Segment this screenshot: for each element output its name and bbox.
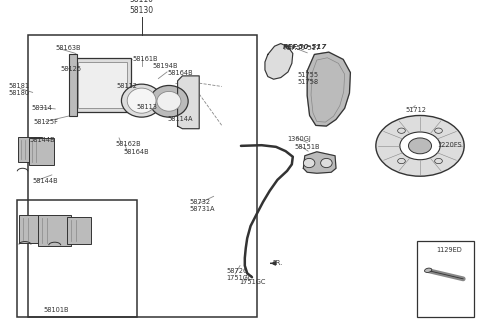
Text: 58144B: 58144B	[33, 178, 58, 184]
Text: 58164B: 58164B	[167, 70, 192, 76]
Bar	[18, 137, 42, 162]
Bar	[69, 54, 77, 116]
Text: 51755
51758: 51755 51758	[298, 72, 319, 85]
Ellipse shape	[321, 158, 332, 168]
Circle shape	[400, 132, 440, 160]
Circle shape	[435, 128, 443, 133]
Circle shape	[376, 115, 464, 176]
Polygon shape	[265, 44, 293, 79]
Polygon shape	[307, 52, 350, 126]
Bar	[78, 62, 127, 108]
Text: 58163B: 58163B	[55, 45, 81, 51]
Text: 58151B: 58151B	[294, 144, 320, 150]
Text: 51712: 51712	[406, 107, 427, 113]
Bar	[417, 241, 474, 317]
Text: 58114A: 58114A	[167, 116, 192, 122]
Ellipse shape	[303, 158, 315, 168]
Bar	[38, 215, 71, 246]
Text: 58144B: 58144B	[30, 137, 55, 143]
Text: 58101B: 58101B	[44, 307, 70, 313]
Ellipse shape	[157, 91, 181, 111]
Text: 58125F: 58125F	[34, 119, 59, 125]
Ellipse shape	[121, 84, 162, 117]
Text: REF.50-517: REF.50-517	[283, 44, 327, 50]
Ellipse shape	[424, 268, 432, 273]
Text: 1129ED: 1129ED	[436, 247, 462, 253]
Bar	[29, 138, 54, 165]
Circle shape	[408, 138, 432, 154]
Circle shape	[397, 128, 405, 133]
Text: 58110
58130: 58110 58130	[130, 0, 154, 15]
Ellipse shape	[150, 85, 188, 117]
Text: FR.: FR.	[273, 260, 283, 266]
Text: 58314: 58314	[31, 105, 52, 111]
Bar	[67, 217, 91, 244]
Text: 58726
1751GC: 58726 1751GC	[227, 268, 253, 281]
Text: 58181
58180: 58181 58180	[9, 82, 30, 96]
Bar	[28, 35, 257, 317]
Text: 58732
58731A: 58732 58731A	[190, 199, 215, 212]
Text: 58113: 58113	[137, 104, 157, 110]
Bar	[17, 200, 137, 317]
Text: 58164B: 58164B	[124, 149, 149, 155]
Ellipse shape	[127, 88, 156, 113]
Text: REF.50-517: REF.50-517	[283, 45, 320, 51]
Text: 58162B: 58162B	[115, 141, 141, 147]
Text: 58194B: 58194B	[153, 63, 178, 69]
Text: 1360GJ: 1360GJ	[287, 136, 311, 142]
Circle shape	[435, 158, 443, 164]
Text: 58112: 58112	[116, 83, 137, 89]
Bar	[74, 58, 131, 112]
Circle shape	[397, 158, 405, 164]
Text: 58161B: 58161B	[132, 56, 157, 62]
Text: 58125: 58125	[60, 66, 81, 72]
Text: 1751GC: 1751GC	[239, 279, 265, 285]
Polygon shape	[178, 76, 199, 129]
Text: 1220FS: 1220FS	[437, 142, 461, 148]
Bar	[19, 215, 47, 243]
Polygon shape	[303, 152, 336, 173]
